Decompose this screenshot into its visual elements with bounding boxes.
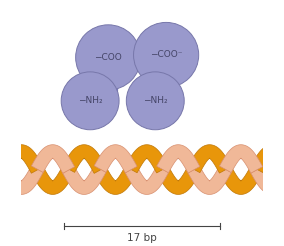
Circle shape bbox=[61, 72, 119, 130]
Text: −COO⁻: −COO⁻ bbox=[150, 50, 182, 60]
Polygon shape bbox=[12, 145, 43, 173]
Polygon shape bbox=[94, 166, 137, 194]
Polygon shape bbox=[94, 145, 137, 173]
Polygon shape bbox=[31, 166, 75, 194]
Circle shape bbox=[133, 22, 199, 88]
FancyBboxPatch shape bbox=[96, 77, 118, 92]
Text: −NH₂: −NH₂ bbox=[78, 96, 103, 105]
Polygon shape bbox=[12, 166, 43, 194]
Polygon shape bbox=[188, 166, 231, 194]
Text: 17 bp: 17 bp bbox=[127, 233, 157, 244]
Polygon shape bbox=[157, 166, 200, 194]
Polygon shape bbox=[157, 145, 200, 173]
Text: −COO: −COO bbox=[94, 53, 122, 62]
Polygon shape bbox=[251, 148, 272, 172]
Polygon shape bbox=[251, 167, 272, 191]
Polygon shape bbox=[188, 145, 231, 173]
FancyBboxPatch shape bbox=[156, 74, 176, 89]
Polygon shape bbox=[220, 145, 263, 173]
Circle shape bbox=[126, 72, 184, 130]
Circle shape bbox=[76, 25, 141, 90]
Polygon shape bbox=[220, 166, 263, 194]
Text: −NH₂: −NH₂ bbox=[143, 96, 168, 105]
Polygon shape bbox=[31, 145, 75, 173]
Polygon shape bbox=[63, 145, 106, 173]
Polygon shape bbox=[125, 166, 168, 194]
Polygon shape bbox=[63, 166, 106, 194]
Polygon shape bbox=[125, 145, 168, 173]
